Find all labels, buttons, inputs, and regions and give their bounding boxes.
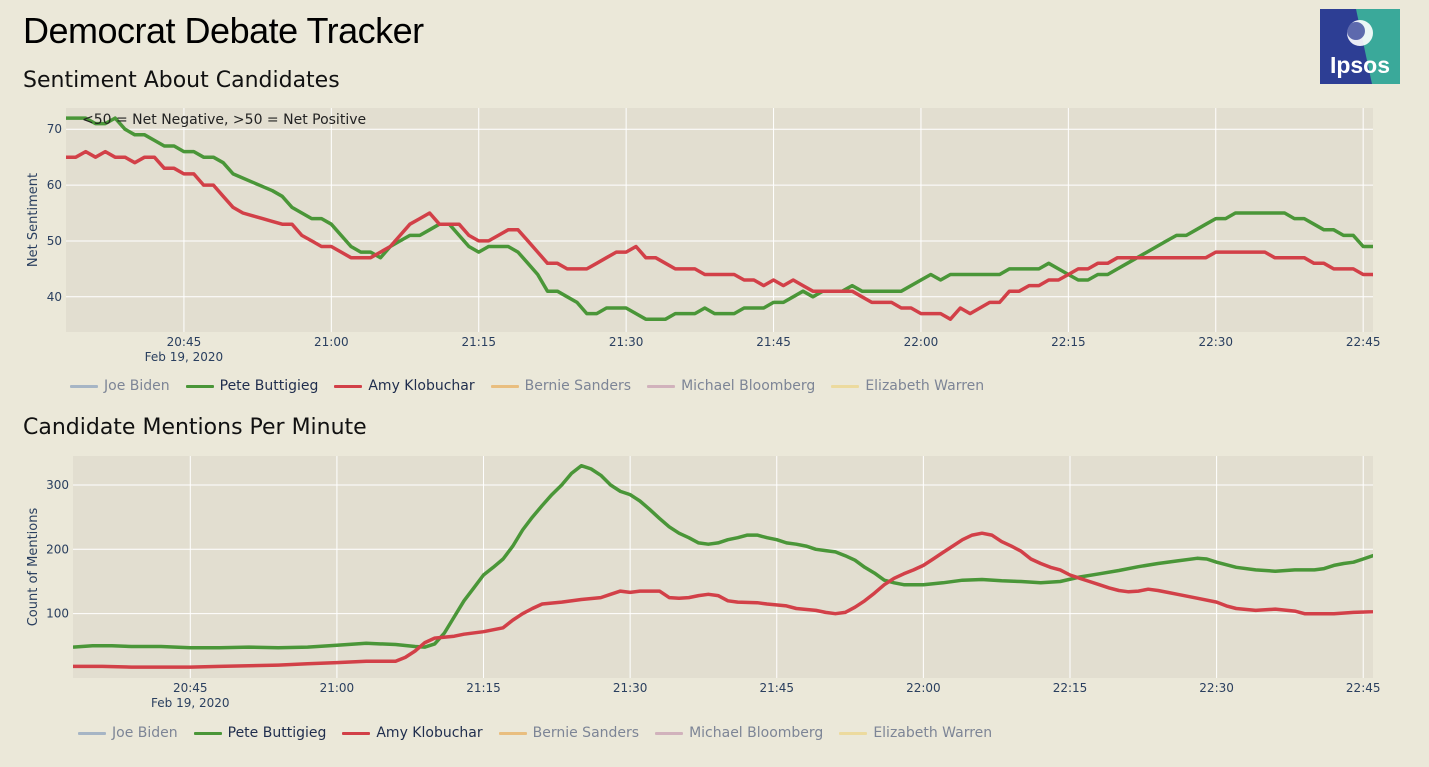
legend-swatch	[193, 731, 222, 735]
y-axis-label: Net Sentiment	[26, 173, 41, 267]
legend-label: Elizabeth Warren	[873, 725, 993, 741]
legend-item-elizabeth-warren[interactable]: Elizabeth Warren	[839, 725, 992, 741]
legend-swatch	[185, 384, 214, 388]
legend-label: Joe Biden	[112, 725, 178, 741]
x-tick-label: 21:15	[466, 681, 501, 695]
x-tick-label: 21:00	[314, 335, 349, 349]
legend-swatch	[498, 731, 527, 735]
x-tick-label: 22:00	[906, 681, 941, 695]
y-tick-label: 40	[47, 290, 62, 304]
legend-item-joe-biden[interactable]: Joe Biden	[78, 725, 178, 741]
y-tick-label: 50	[47, 234, 62, 248]
x-tick-label: 21:30	[609, 335, 644, 349]
legend-label: Amy Klobuchar	[368, 378, 475, 394]
legend-swatch	[342, 731, 371, 735]
x-tick-label: 21:45	[756, 335, 791, 349]
legend-item-bernie-sanders[interactable]: Bernie Sanders	[498, 725, 640, 741]
mentions-legend: Joe Biden Pete Buttigieg Amy Klobuchar Bern…	[78, 725, 1008, 741]
logo-text: Ipsos	[1330, 52, 1390, 78]
x-tick-label: 21:00	[320, 681, 355, 695]
x-date-label: Feb 19, 2020	[145, 350, 224, 364]
legend-item-bernie-sanders[interactable]: Bernie Sanders	[490, 378, 632, 394]
x-tick-label: 22:00	[904, 335, 939, 349]
legend-item-michael-bloomberg[interactable]: Michael Bloomberg	[655, 725, 823, 741]
series-line-amy-klobuchar	[66, 149, 1373, 321]
x-tick-label: 22:30	[1199, 681, 1234, 695]
legend-item-pete-buttigieg[interactable]: Pete Buttigieg	[185, 378, 319, 394]
plot-area	[73, 456, 1373, 678]
legend-swatch	[490, 384, 519, 388]
x-tick-label: 22:45	[1346, 681, 1381, 695]
y-tick-label: 60	[47, 178, 62, 192]
legend-item-joe-biden[interactable]: Joe Biden	[70, 378, 170, 394]
legend-swatch	[334, 384, 363, 388]
legend-swatch	[655, 731, 684, 735]
legend-swatch	[839, 731, 868, 735]
y-axis-label: Count of Mentions	[26, 508, 41, 627]
legend-label: Elizabeth Warren	[865, 378, 985, 394]
legend-label: Pete Buttigieg	[219, 378, 319, 394]
legend-swatch	[831, 384, 860, 388]
legend-item-pete-buttigieg[interactable]: Pete Buttigieg	[193, 725, 327, 741]
x-tick-label: 22:30	[1198, 335, 1233, 349]
legend-item-elizabeth-warren[interactable]: Elizabeth Warren	[831, 378, 984, 394]
legend-label: Bernie Sanders	[524, 378, 632, 394]
legend-label: Pete Buttigieg	[227, 725, 327, 741]
legend-swatch	[70, 384, 98, 388]
chart-2-title: Candidate Mentions Per Minute	[23, 415, 367, 440]
plot-area	[66, 108, 1373, 332]
y-tick-label: 100	[46, 607, 69, 621]
sentiment-legend: Joe Biden Pete Buttigieg Amy Klobuchar Bern…	[70, 378, 1000, 394]
x-tick-label: 22:15	[1053, 681, 1088, 695]
y-tick-label: 200	[46, 542, 69, 556]
legend-swatch	[647, 384, 676, 388]
x-tick-label: 21:45	[759, 681, 794, 695]
chart-1-title: Sentiment About Candidates	[23, 68, 340, 93]
x-tick-label: 21:15	[461, 335, 496, 349]
y-tick-label: 300	[46, 478, 69, 492]
x-tick-label: 22:45	[1346, 335, 1381, 349]
legend-item-amy-klobuchar[interactable]: Amy Klobuchar	[342, 725, 483, 741]
series-line-pete-buttigieg	[66, 116, 1373, 321]
legend-swatch	[78, 731, 106, 735]
page-title: Democrat Debate Tracker	[23, 10, 424, 51]
legend-label: Amy Klobuchar	[376, 725, 483, 741]
legend-item-amy-klobuchar[interactable]: Amy Klobuchar	[334, 378, 475, 394]
legend-label: Bernie Sanders	[532, 725, 640, 741]
chart-annotation: <50 = Net Negative, >50 = Net Positive	[82, 112, 366, 128]
x-date-label: Feb 19, 2020	[151, 696, 230, 710]
legend-label: Michael Bloomberg	[681, 378, 816, 394]
ipsos-logo: Ipsos	[1320, 9, 1400, 84]
y-tick-label: 70	[47, 122, 62, 136]
series-line-amy-klobuchar	[73, 531, 1373, 669]
x-tick-label: 22:15	[1051, 335, 1086, 349]
x-tick-label: 21:30	[613, 681, 648, 695]
legend-label: Joe Biden	[104, 378, 170, 394]
legend-label: Michael Bloomberg	[689, 725, 824, 741]
legend-item-michael-bloomberg[interactable]: Michael Bloomberg	[647, 378, 815, 394]
x-tick-label: 20:45	[173, 681, 208, 695]
x-tick-label: 20:45	[167, 335, 202, 349]
